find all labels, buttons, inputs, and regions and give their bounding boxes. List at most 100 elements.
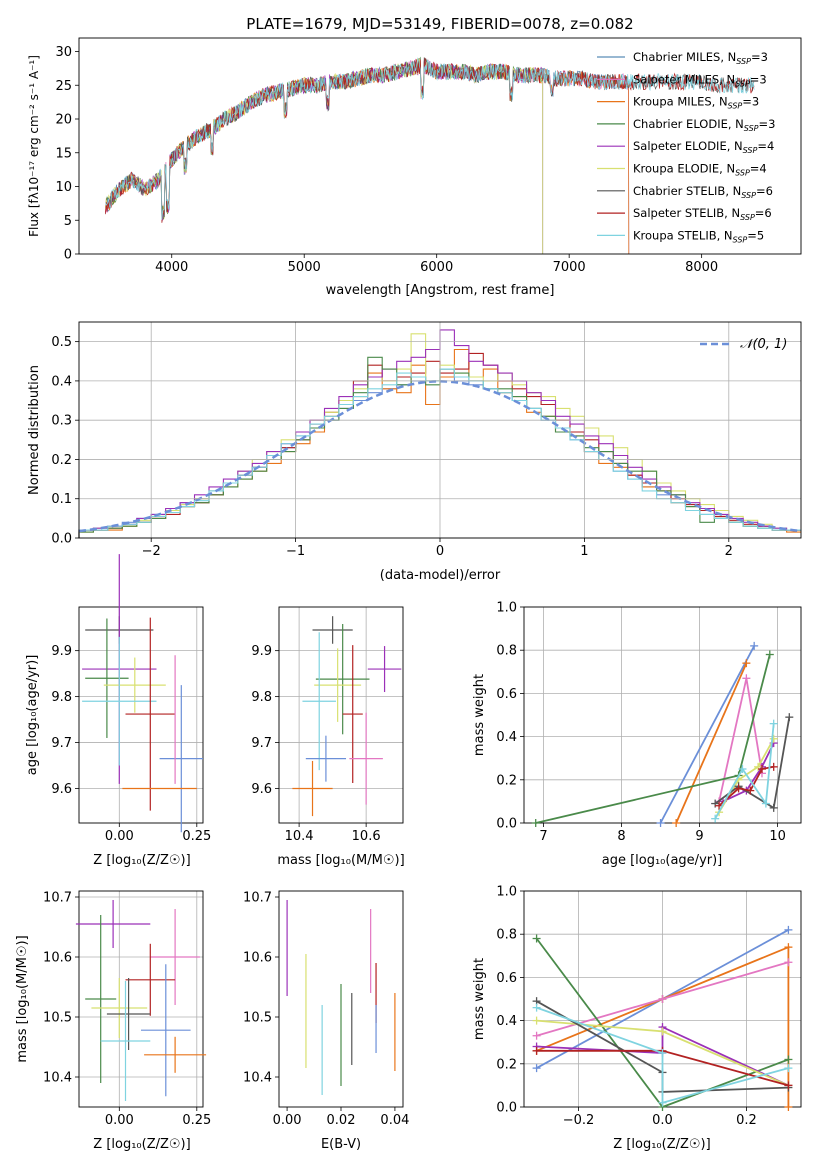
mass-vs-Z-ytick-label: 10.7 [43, 891, 72, 906]
massweight-vs-Z-ytick-label: 0.0 [496, 1101, 517, 1116]
spectrum-trace [105, 57, 755, 220]
mass-vs-EBV-ytick-label: 10.4 [243, 1071, 272, 1086]
massweight-vs-age-xtick-label: 7 [539, 829, 547, 844]
age-vs-mass-xtick-label: 10.4 [285, 829, 314, 844]
massweight-vs-Z-xtick-label: −0.2 [563, 1113, 595, 1128]
age-vs-Z-xlabel: Z [log₁₀(Z/Z☉)] [93, 853, 190, 868]
gaussian-legend-label: 𝒩(0, 1) [740, 337, 787, 352]
spectrum-legend-label: Kroupa STELIB, NSSP=5 [633, 228, 764, 244]
age-vs-mass-ytick-label: 9.7 [251, 736, 272, 751]
mass-vs-Z-panel: Z [log₁₀(Z/Z☉)] mass [log₁₀(M/M☉)] 0.00 0… [15, 891, 211, 1153]
mass-vs-Z-ytick-label: 10.4 [43, 1071, 72, 1086]
figure-title: PLATE=1679, MJD=53149, FIBERID=0078, z=0… [246, 15, 633, 33]
spectrum-legend: Chabrier MILES, NSSP=3 Salpeter MILES, NS… [597, 50, 775, 244]
age-vs-Z-panel: Z [log₁₀(Z/Z☉)] age [log₁₀(age/yr)] 0.00… [25, 554, 211, 868]
age-vs-Z-ytick-label: 9.7 [51, 736, 72, 751]
histogram-xtick-label: −2 [142, 544, 161, 559]
age-vs-mass-ytick-label: 9.8 [251, 690, 272, 705]
mass-vs-EBV-xtick-label: 0.02 [327, 1113, 356, 1128]
mass-vs-Z-frame [78, 890, 204, 1108]
massweight-vs-age-ytick-label: 0.0 [496, 817, 517, 832]
age-vs-Z-ytick-label: 9.6 [51, 782, 72, 797]
massweight-vs-age-series-line [714, 723, 775, 820]
histogram-ytick-label: 0.3 [51, 414, 72, 429]
histogram-xtick-label: 0 [436, 544, 444, 559]
spectrum-frame [78, 37, 802, 255]
massweight-vs-age-frame [523, 606, 802, 824]
spectrum-xtick-label: 4000 [155, 260, 188, 275]
mass-vs-Z-ytick-label: 10.6 [43, 951, 72, 966]
spectrum-xlabel: wavelength [Angstrom, rest frame] [326, 283, 555, 298]
massweight-vs-Z-series-line [536, 1006, 789, 1104]
massweight-vs-age-xtick-label: 10 [769, 829, 786, 844]
age-vs-Z-xtick-label: 0.25 [182, 829, 211, 844]
spectrum-xtick-label: 6000 [420, 260, 453, 275]
mass-vs-EBV-frame [278, 890, 404, 1108]
spectrum-traces [105, 56, 755, 255]
spectrum-legend-label: Salpeter ELODIE, NSSP=4 [633, 139, 774, 155]
histogram-panel: −2 −1 0 1 2 0.0 0.1 0.2 0.3 0.4 0.5 (data-model)/e… [27, 321, 802, 583]
massweight-vs-age-ytick-label: 0.8 [496, 644, 517, 659]
massweight-vs-Z-ylabel: mass weight [472, 958, 487, 1040]
massweight-vs-age-series-line [722, 742, 775, 803]
spectrum-ytick-label: 25 [55, 79, 72, 94]
mass-vs-EBV-ytick-label: 10.5 [243, 1011, 272, 1026]
massweight-vs-Z-ytick-label: 0.4 [496, 1014, 517, 1029]
spectrum-legend-label: Kroupa ELODIE, NSSP=4 [633, 162, 767, 178]
mass-vs-Z-xtick-label: 0.25 [182, 1113, 211, 1128]
spectrum-ytick-label: 30 [55, 45, 72, 60]
age-vs-mass-xtick-label: 10.6 [352, 829, 381, 844]
mass-vs-Z-xtick-label: 0.00 [105, 1113, 134, 1128]
spectrum-ytick-label: 20 [55, 113, 72, 128]
histogram-axes: −2 −1 0 1 2 0.0 0.1 0.2 0.3 0.4 0.5 [51, 321, 802, 559]
mass-vs-Z-xlabel: Z [log₁₀(Z/Z☉)] [93, 1137, 190, 1152]
massweight-vs-age-ytick-label: 0.4 [496, 730, 517, 745]
histogram-ytick-label: 0.4 [51, 374, 72, 389]
massweight-vs-age-series-line [675, 662, 748, 824]
histogram-ytick-label: 0.5 [51, 335, 72, 350]
spectrum-xtick-label: 8000 [685, 260, 718, 275]
massweight-vs-age-ylabel: mass weight [472, 674, 487, 756]
massweight-vs-Z-ytick-label: 0.6 [496, 971, 517, 986]
massweight-vs-age-series-line [714, 717, 791, 810]
massweight-vs-age-xtick-label: 9 [695, 829, 703, 844]
massweight-vs-Z-xtick-label: 0.2 [736, 1113, 757, 1128]
spectrum-legend-label: Salpeter STELIB, NSSP=6 [633, 206, 772, 222]
histogram-xtick-label: 1 [580, 544, 588, 559]
massweight-vs-Z-series-line [536, 1025, 789, 1087]
histogram-ylabel: Normed distribution [27, 365, 42, 495]
massweight-vs-Z-ytick-label: 0.2 [496, 1057, 517, 1072]
age-vs-mass-ytick-label: 9.6 [251, 782, 272, 797]
histogram-ytick-label: 0.1 [51, 492, 72, 507]
massweight-vs-age-ytick-label: 1.0 [496, 601, 517, 616]
spectrum-legend-label: Chabrier ELODIE, NSSP=3 [633, 117, 775, 133]
age-vs-Z-ylabel: age [log₁₀(age/yr)] [25, 655, 40, 776]
spectrum-ytick-label: 0 [64, 248, 72, 263]
massweight-vs-Z-series-line [536, 945, 790, 1107]
spectrum-ytick-label: 5 [64, 214, 72, 229]
mass-vs-EBV-xtick-label: 0.00 [273, 1113, 302, 1128]
mass-vs-Z-ylabel: mass [log₁₀(M/M☉)] [15, 935, 30, 1062]
mass-vs-EBV-xlabel: E(B-V) [321, 1137, 361, 1152]
spectrum-legend-label: Kroupa MILES, NSSP=3 [633, 95, 759, 111]
mass-vs-EBV-ytick-label: 10.6 [243, 951, 272, 966]
mass-vs-EBV-panel: E(B-V) 0.00 0.02 0.04 10.4 10.5 10.6 10.7 [243, 891, 409, 1153]
histogram-xtick-label: 2 [725, 544, 733, 559]
massweight-vs-age-xlabel: age [log₁₀(age/yr)] [602, 853, 723, 868]
spectrum-legend-label: Chabrier STELIB, NSSP=6 [633, 184, 773, 200]
age-vs-mass-frame [278, 606, 404, 824]
massweight-vs-age-ytick-label: 0.6 [496, 687, 517, 702]
histogram-legend: 𝒩(0, 1) [700, 337, 787, 352]
massweight-vs-age-ytick-label: 0.2 [496, 773, 517, 788]
spectrum-ytick-label: 15 [55, 146, 72, 161]
histogram-ytick-label: 0.2 [51, 453, 72, 468]
massweight-vs-Z-xtick-label: 0.0 [652, 1113, 673, 1128]
spectrum-xtick-label: 7000 [553, 260, 586, 275]
spectrum-legend-label: Salpeter MILES, NSSP=3 [633, 72, 767, 88]
histogram-frame [78, 321, 802, 539]
massweight-vs-age-series-line [535, 654, 771, 824]
mass-vs-Z-ytick-label: 10.5 [43, 1011, 72, 1026]
age-vs-Z-ytick-label: 9.9 [51, 644, 72, 659]
mass-vs-EBV-ytick-label: 10.7 [243, 891, 272, 906]
